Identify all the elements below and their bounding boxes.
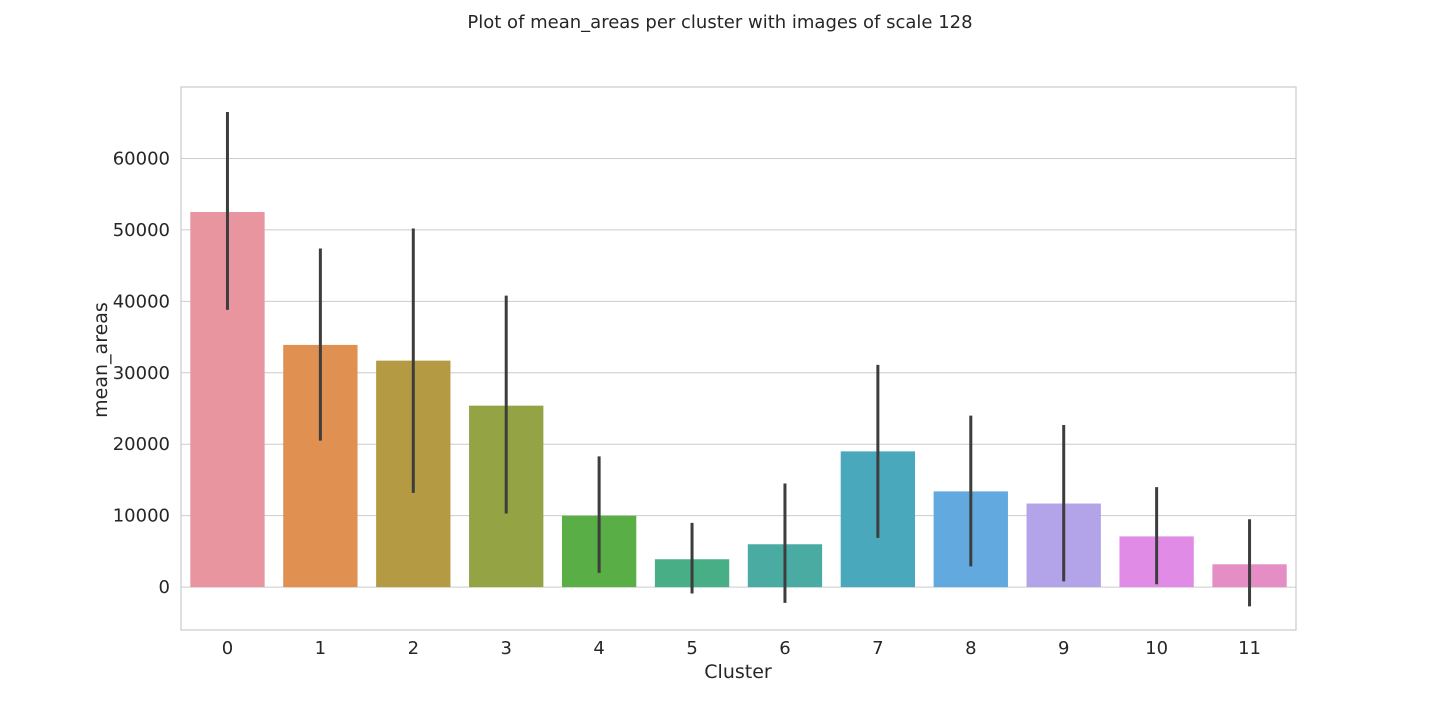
- x-tick-label: 9: [1058, 638, 1069, 659]
- x-axis-label: Cluster: [704, 661, 772, 683]
- y-tick-label: 40000: [113, 291, 170, 312]
- x-tick-label: 4: [593, 638, 604, 659]
- x-tick-label: 7: [872, 638, 883, 659]
- y-tick-label: 30000: [113, 363, 170, 384]
- x-tick-label: 2: [408, 638, 419, 659]
- chart-title: Plot of mean_areas per cluster with imag…: [467, 12, 972, 33]
- x-tick-label: 0: [222, 638, 233, 659]
- y-tick-label: 20000: [113, 434, 170, 455]
- x-tick-label: 6: [779, 638, 790, 659]
- x-tick-label: 8: [965, 638, 976, 659]
- x-tick-label: 3: [500, 638, 511, 659]
- y-axis-label: mean_areas: [90, 302, 112, 418]
- plot-frame: [180, 86, 1297, 631]
- x-tick-label: 5: [686, 638, 697, 659]
- x-tick-label: 11: [1238, 638, 1261, 659]
- y-tick-labels: 0 10000 20000 30000 40000 50000 60000: [113, 148, 170, 598]
- y-tick-label: 60000: [113, 148, 170, 169]
- y-tick-label: 10000: [113, 506, 170, 527]
- y-tick-label: 0: [159, 577, 170, 598]
- error-bars: [225, 112, 1252, 607]
- x-tick-labels: 0 1 2 3 4 5 6 7 8 9 10 11: [222, 638, 1261, 659]
- gridlines: [181, 157, 1296, 588]
- bars: [190, 212, 1287, 588]
- x-tick-label: 10: [1145, 638, 1168, 659]
- x-tick-label: 1: [315, 638, 326, 659]
- y-tick-label: 50000: [113, 220, 170, 241]
